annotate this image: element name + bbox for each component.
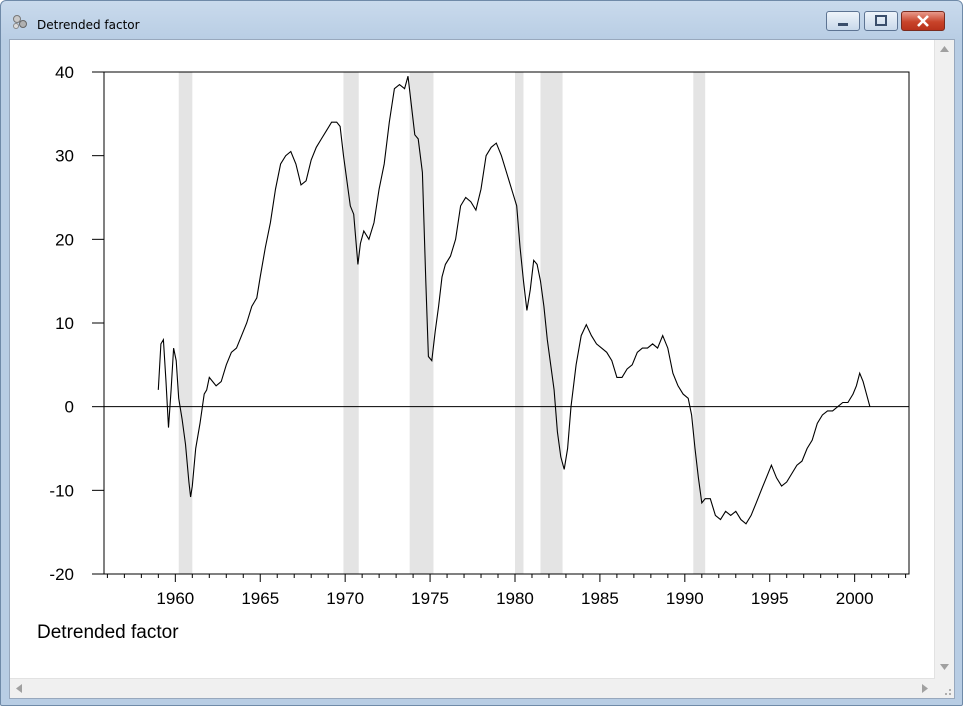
x-tick-label: 1960 xyxy=(156,589,194,608)
recession-band-0 xyxy=(178,72,193,574)
resize-grip-icon xyxy=(945,689,951,695)
x-tick-label: 2000 xyxy=(836,589,874,608)
graph-app-icon xyxy=(13,15,27,29)
y-axis: 40 30 20 10 0 -10 -20 xyxy=(49,63,104,584)
vertical-scrollbar[interactable] xyxy=(934,40,954,679)
x-tick-label: 1980 xyxy=(496,589,534,608)
y-tick-label: 10 xyxy=(55,314,74,333)
y-tick-label: 0 xyxy=(65,398,74,417)
horizontal-scrollbar[interactable] xyxy=(10,678,935,698)
chart-caption: Detrended factor xyxy=(37,622,179,643)
y-tick-label: -20 xyxy=(49,565,74,584)
x-tick-label: 1990 xyxy=(666,589,704,608)
size-grip[interactable] xyxy=(935,679,954,698)
recession-band-1 xyxy=(343,72,359,574)
y-tick-label: 30 xyxy=(55,147,74,166)
x-tick-label: 1970 xyxy=(326,589,364,608)
close-icon xyxy=(917,15,929,27)
x-tick-label: 1985 xyxy=(581,589,619,608)
scroll-up-icon[interactable] xyxy=(940,46,949,52)
window-title: Detrended factor xyxy=(37,18,140,32)
minimize-button[interactable] xyxy=(826,11,860,31)
maximize-icon xyxy=(875,15,887,26)
recession-band-5 xyxy=(693,72,706,574)
recession-band-2 xyxy=(409,72,434,574)
x-axis: 1960 1965 1970 1975 1980 1985 1990 1995 2000 xyxy=(106,574,907,608)
y-tick-label: -10 xyxy=(49,481,74,500)
close-button[interactable] xyxy=(901,11,945,31)
y-tick-label: 20 xyxy=(55,230,74,249)
line-chart: 40 30 20 10 0 -10 -20 1960 1965 1970 1975 1980 1985… xyxy=(37,63,910,643)
graph-pane: 40 30 20 10 0 -10 -20 1960 1965 1970 1975 1980 1985… xyxy=(9,39,955,699)
scroll-down-icon[interactable] xyxy=(940,664,949,670)
recession-shading xyxy=(178,72,706,574)
maximize-button[interactable] xyxy=(864,11,898,31)
series-line xyxy=(157,76,871,525)
recession-band-4 xyxy=(540,72,563,574)
minimize-icon xyxy=(838,23,848,26)
x-tick-label: 1975 xyxy=(411,589,449,608)
scroll-left-icon[interactable] xyxy=(16,684,22,693)
scroll-right-icon[interactable] xyxy=(922,684,928,693)
recession-band-3 xyxy=(514,72,524,574)
title-bar[interactable]: Detrended factor xyxy=(1,1,962,39)
x-tick-label: 1995 xyxy=(751,589,789,608)
plot-frame xyxy=(103,71,910,575)
y-tick-label: 40 xyxy=(55,63,74,82)
x-tick-label: 1965 xyxy=(241,589,279,608)
